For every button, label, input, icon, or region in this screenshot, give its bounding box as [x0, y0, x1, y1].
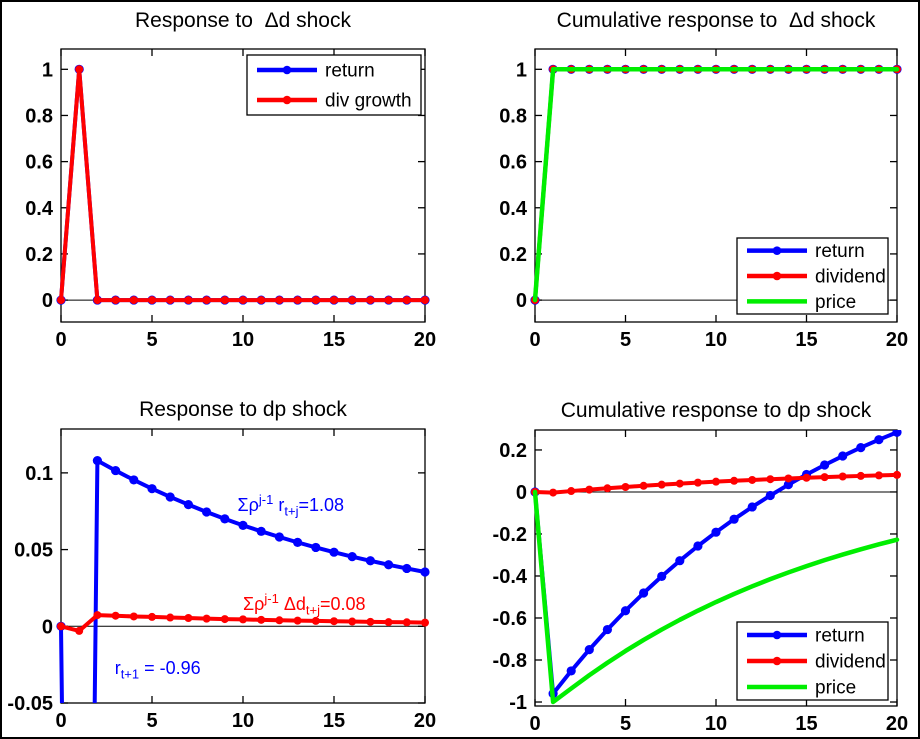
title-response-dp-shock: Response to dp shock — [139, 398, 347, 421]
subplot-response-dd-shock: 0 5 10 15 20 0 0.2 0.4 0.6 0.8 1 return div growth — [25, 48, 436, 351]
x-tick-label: 10 — [705, 329, 727, 351]
subplot-cumulative-response-dd-shock: 0 5 10 15 20 0 0.2 0.4 0.6 0.8 1 return dividend pric… — [499, 48, 908, 351]
axis-ticks: 0 5 10 15 20 0 0.2 0.4 0.6 0.8 1 — [499, 49, 908, 351]
x-tick-label: 15 — [323, 329, 345, 351]
series-div-growth — [57, 611, 429, 635]
legend-label: price — [815, 292, 856, 313]
legend-item-dividend: dividend — [747, 267, 886, 288]
x-tick-label: 15 — [795, 713, 817, 735]
y-tick-label: 0.4 — [499, 198, 528, 220]
title-response-dd-shock: Response to Δd shock — [135, 9, 351, 32]
x-tick-label: 10 — [232, 329, 254, 351]
y-tick-label: 0 — [516, 290, 527, 312]
y-tick-label: 0.1 — [25, 463, 53, 485]
y-tick-label: 0.4 — [25, 198, 54, 220]
x-tick-label: 20 — [886, 713, 908, 735]
legend-item-price: price — [747, 292, 856, 313]
y-tick-label: 0 — [516, 482, 527, 504]
y-tick-label: 1 — [42, 59, 53, 81]
y-tick-label: 0.8 — [499, 105, 527, 127]
series-price — [532, 67, 900, 303]
y-tick-label: 0.2 — [25, 244, 53, 266]
series-price — [532, 489, 900, 705]
legend-label: dividend — [815, 267, 886, 288]
y-tick-label: 0.6 — [499, 152, 527, 174]
y-tick-label: -0.2 — [493, 524, 527, 546]
legend-label: return — [815, 241, 865, 262]
y-tick-label: 0.6 — [25, 152, 53, 174]
x-tick-label: 20 — [886, 329, 908, 351]
x-tick-label: 20 — [414, 710, 436, 732]
title-cumulative-response-dd-shock: Cumulative response to Δd shock — [556, 9, 876, 32]
legend-label: return — [325, 61, 375, 82]
x-tick-label: 15 — [323, 710, 345, 732]
y-tick-label: 0 — [42, 616, 53, 638]
series-div-growth — [57, 65, 429, 305]
axis-ticks: 0 5 10 15 20 0.2 0 -0.2 -0.4 -0.6 -0.8 -1 — [493, 430, 908, 735]
legend: return div growth — [246, 54, 422, 116]
x-tick-label: 5 — [146, 710, 157, 732]
x-tick-label: 20 — [414, 329, 436, 351]
legend-item-price: price — [747, 678, 856, 699]
legend-item-return: return — [747, 626, 865, 647]
legend-item-dividend: dividend — [747, 652, 886, 673]
y-tick-label: -0.05 — [7, 693, 53, 715]
subplot-cumulative-response-dp-shock: 0 5 10 15 20 0.2 0 -0.2 -0.4 -0.6 -0.8 -1 return divi… — [493, 429, 908, 735]
x-tick-label: 5 — [620, 713, 631, 735]
annotation: Σρj-1 Δdt+j=0.08 — [243, 591, 366, 618]
annotation: rt+1 = -0.96 — [114, 658, 201, 682]
legend: return dividend price — [736, 621, 889, 701]
x-tick-label: 5 — [146, 329, 157, 351]
legend-label: price — [815, 678, 856, 699]
series-return — [56, 456, 430, 703]
legend-item-return: return — [257, 61, 375, 82]
legend: return dividend price — [736, 237, 889, 315]
x-tick-label: 10 — [705, 713, 727, 735]
x-tick-label: 5 — [620, 329, 631, 351]
x-tick-label: 10 — [232, 710, 254, 732]
x-tick-label: 0 — [55, 329, 66, 351]
x-tick-label: 0 — [529, 329, 540, 351]
y-tick-label: 0.2 — [499, 440, 527, 462]
y-tick-label: 0.8 — [25, 105, 53, 127]
legend-item-div-growth: div growth — [257, 91, 412, 112]
y-tick-label: -0.6 — [493, 608, 527, 630]
x-tick-label: 0 — [55, 710, 66, 732]
y-tick-label: -0.4 — [493, 566, 528, 588]
y-tick-label: -1 — [509, 692, 527, 714]
legend-label: return — [815, 626, 865, 647]
legend-item-return: return — [747, 241, 865, 262]
x-tick-label: 15 — [795, 329, 817, 351]
y-tick-label: 0.05 — [14, 540, 53, 562]
title-cumulative-response-dp-shock: Cumulative response to dp shock — [560, 399, 872, 422]
y-tick-label: 0.2 — [499, 244, 527, 266]
y-tick-label: 1 — [516, 59, 527, 81]
series-return — [530, 430, 902, 699]
legend-label: dividend — [815, 652, 886, 673]
y-tick-label: 0 — [42, 290, 53, 312]
x-tick-label: 0 — [529, 713, 540, 735]
annotation: Σρj-1 rt+j=1.08 — [237, 491, 344, 519]
legend-label: div growth — [325, 91, 412, 112]
y-tick-label: -0.8 — [493, 650, 527, 672]
